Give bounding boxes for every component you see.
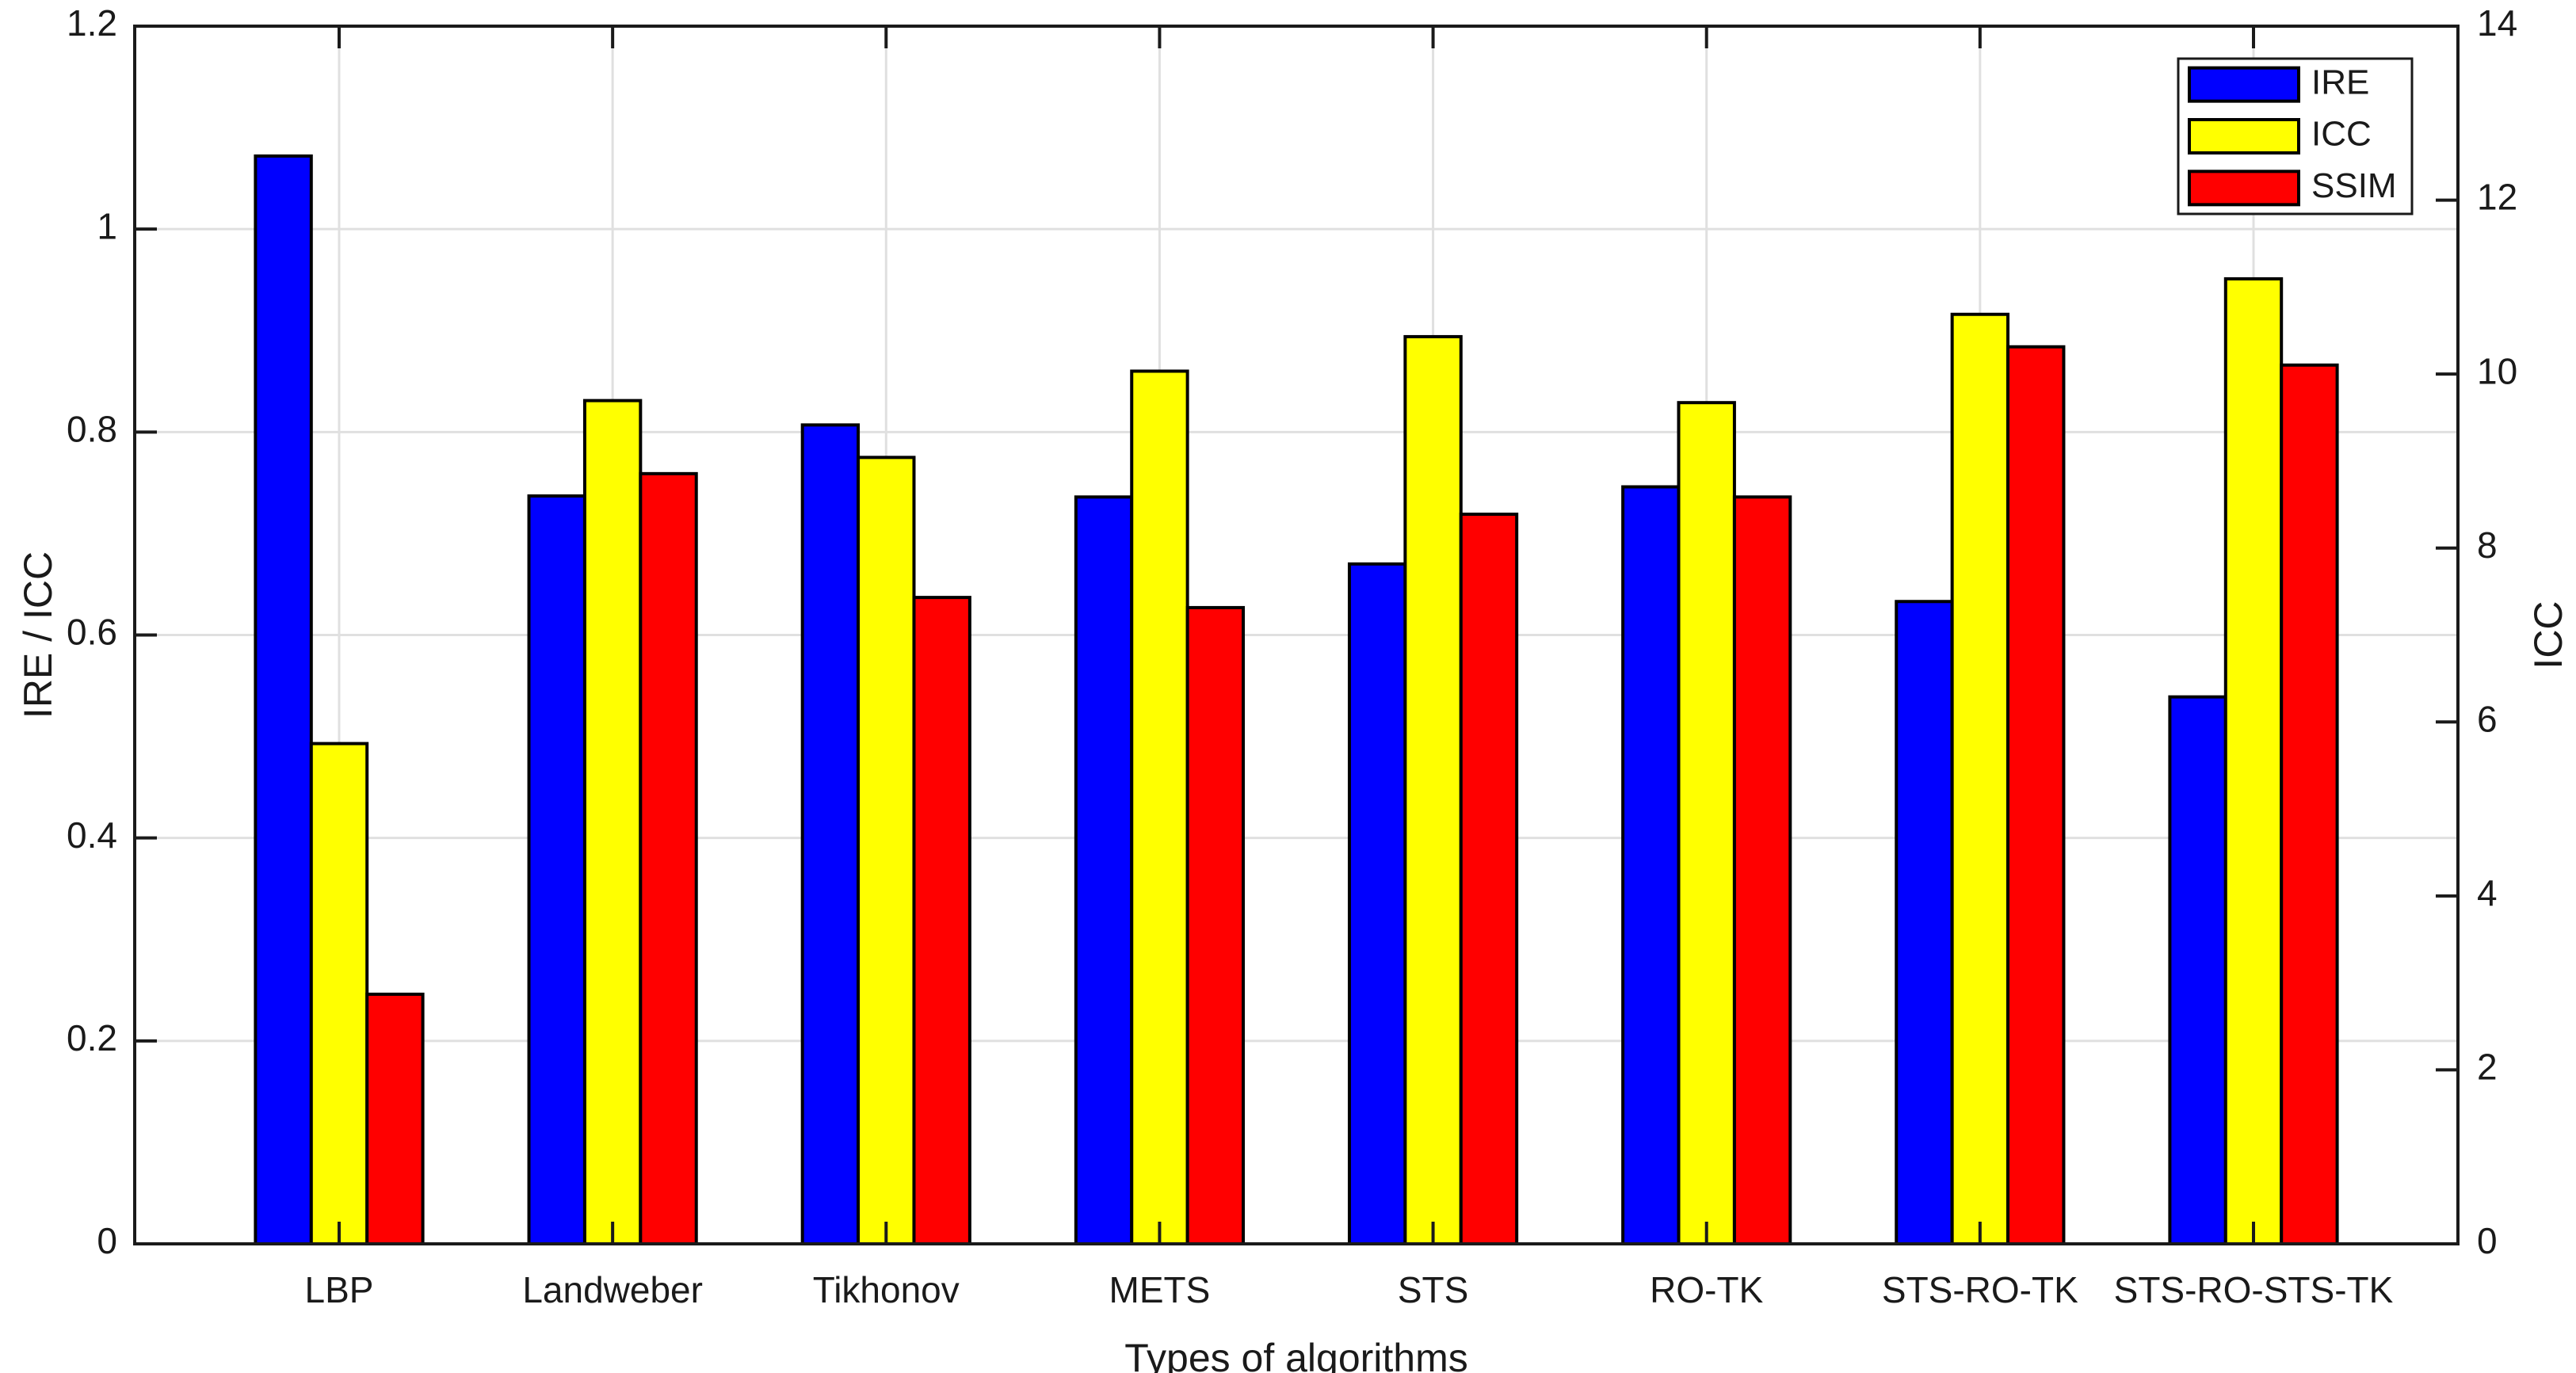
- left-tick-label: 1.2: [67, 2, 117, 44]
- bar-ire-lbp: [254, 154, 313, 1246]
- bar-ssim-lbp: [365, 992, 425, 1246]
- left-tick-label: 1: [97, 205, 117, 246]
- x-category-label: STS-RO-STS-TK: [2114, 1269, 2394, 1310]
- right-tick-label: 4: [2477, 872, 2498, 913]
- bar-ire-tikhonov: [800, 423, 861, 1245]
- bar-ssim-mets: [1185, 605, 1246, 1245]
- bar-icc-sts: [1403, 334, 1463, 1245]
- legend-swatch-ssim: [2188, 170, 2300, 207]
- legend-label-icc: ICC: [2311, 115, 2372, 154]
- bar-ire-sts: [1347, 562, 1407, 1245]
- legend-swatch-ire: [2188, 66, 2300, 103]
- x-category-label: STS: [1398, 1269, 1468, 1310]
- bar-ssim-ro-tk: [1732, 495, 1792, 1245]
- bar-icc-lbp: [309, 742, 369, 1245]
- legend-label-ire: IRE: [2311, 63, 2369, 101]
- bar-ire-sts-ro-sts-tk: [2168, 695, 2227, 1245]
- right-tick-label: 0: [2477, 1220, 2498, 1261]
- right-tick-label: 14: [2477, 2, 2517, 44]
- bar-ssim-sts-ro-sts-tk: [2280, 363, 2339, 1245]
- left-axis-title: IRE / ICC: [16, 551, 60, 719]
- left-tick-label: 0.6: [67, 612, 117, 653]
- right-tick-label: 6: [2477, 698, 2498, 739]
- left-tick-label: 0.8: [67, 408, 117, 449]
- bar-icc-tikhonov: [857, 456, 916, 1245]
- bar-icc-ro-tk: [1677, 401, 1736, 1245]
- x-category-label: RO-TK: [1650, 1269, 1763, 1310]
- left-tick-label: 0.2: [67, 1017, 117, 1058]
- bar-ire-landweber: [527, 494, 586, 1245]
- right-tick-label: 2: [2477, 1047, 2498, 1088]
- x-category-label: Landweber: [522, 1269, 703, 1310]
- right-tick-label: 8: [2477, 524, 2498, 566]
- bar-ire-mets: [1074, 495, 1134, 1245]
- bar-ssim-sts: [1459, 513, 1519, 1245]
- x-category-label: STS-RO-TK: [1882, 1269, 2078, 1310]
- x-axis-title: Types of algorithms: [1124, 1336, 1468, 1373]
- bar-ssim-landweber: [639, 471, 698, 1245]
- right-tick-label: 10: [2477, 350, 2517, 391]
- legend-swatch-icc: [2188, 118, 2300, 154]
- left-tick-label: 0.4: [67, 814, 117, 856]
- bar-icc-landweber: [582, 399, 643, 1246]
- bar-icc-sts-ro-sts-tk: [2223, 277, 2284, 1245]
- x-category-label: Tikhonov: [813, 1269, 960, 1310]
- x-category-label: LBP: [305, 1269, 374, 1310]
- bar-ire-ro-tk: [1621, 485, 1681, 1245]
- bar-icc-sts-ro-tk: [1950, 312, 2010, 1245]
- bar-ire-sts-ro-tk: [1895, 600, 1954, 1245]
- bar-ssim-sts-ro-tk: [2006, 345, 2066, 1246]
- x-category-label: METS: [1109, 1269, 1211, 1310]
- legend-label-ssim: SSIM: [2311, 166, 2397, 205]
- bar-ssim-tikhonov: [912, 596, 971, 1245]
- right-axis-title: ICC: [2526, 601, 2570, 669]
- bar-icc-mets: [1130, 369, 1189, 1246]
- right-tick-label: 12: [2477, 177, 2517, 218]
- left-tick-label: 0: [97, 1220, 117, 1261]
